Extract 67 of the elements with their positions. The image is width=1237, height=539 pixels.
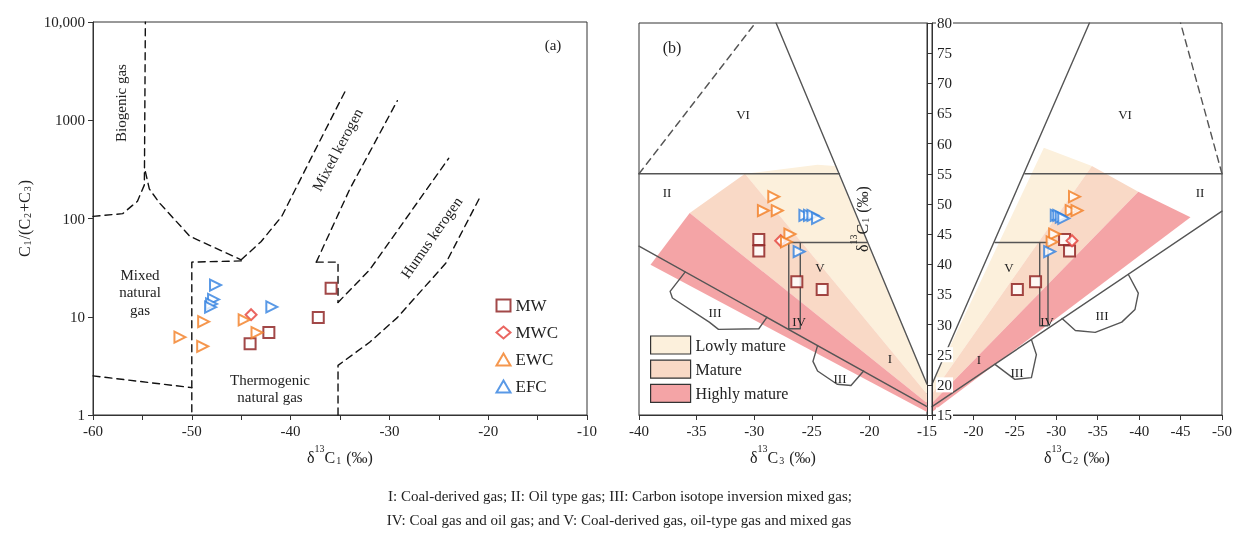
y-tick-label: 25 (937, 346, 952, 363)
x-tick-label: -20 (478, 422, 499, 439)
annotation: V (815, 259, 825, 276)
x-tick-label: -30 (744, 422, 765, 439)
annotation: II (662, 184, 672, 201)
x-tick-label: -60 (83, 422, 103, 439)
y-tick-label: 60 (937, 135, 952, 152)
y-tick-label: 100 (62, 210, 85, 227)
annotation: II (1195, 184, 1205, 201)
legend-label: Mature (695, 360, 742, 378)
y-tick-label: 50 (937, 195, 952, 212)
y-tick-label: 1000 (55, 112, 85, 129)
y-axis-title: δ13C1 (‰) (847, 186, 872, 252)
legend-label: EFC (515, 377, 547, 396)
legend-label: EWC (515, 350, 554, 369)
y-tick-label: 70 (937, 75, 952, 92)
y-tick-label: 75 (937, 45, 952, 62)
annotation: V (1004, 259, 1014, 276)
annotation: III (1095, 307, 1109, 324)
x-tick-label: -25 (1004, 422, 1025, 439)
text: I: Coal-derived gas; II: Oil type gas; III: Carbon isotope inversion mixed gas; (387, 488, 853, 506)
legend-label: MWC (515, 323, 558, 342)
x-tick-label: -50 (1212, 422, 1232, 439)
y-tick-label: 45 (937, 226, 952, 243)
annotation: I (976, 351, 982, 368)
annotation: (a) (544, 37, 562, 55)
y-tick-label: 65 (937, 105, 952, 122)
x-tick-label: -25 (801, 422, 822, 439)
x-tick-label: -20 (859, 422, 880, 439)
legend-label: MW (515, 296, 548, 315)
annotation: (b) (662, 38, 682, 58)
x-tick-label: -40 (1129, 422, 1150, 439)
annotation: Biogenic gas (113, 64, 131, 142)
text: IV: Coal gas and oil gas; and V: Coal-derived gas, oil-type gas and mixed gas (386, 512, 852, 530)
y-tick-label: 80 (937, 15, 952, 31)
annotation: VI (736, 106, 750, 123)
y-tick-label: 40 (937, 256, 952, 273)
annotation: III (1010, 364, 1024, 381)
x-tick-label: -45 (1170, 422, 1191, 439)
x-tick-label: -35 (686, 422, 707, 439)
x-tick-label: -15 (917, 422, 937, 439)
y-tick-label: 35 (937, 286, 952, 303)
x-tick-label: -40 (629, 422, 649, 439)
y-tick-label: 1 (77, 407, 85, 423)
x-tick-label: -50 (181, 422, 202, 439)
annotation: Mixed natural gas (118, 267, 162, 319)
x-tick-label: -35 (1087, 422, 1108, 439)
y-axis-title: C1/(C2+C3) (16, 179, 35, 258)
y-tick-label: 10,000 (43, 14, 85, 30)
y-tick-label: 55 (937, 165, 952, 182)
y-tick-label: 20 (937, 376, 952, 393)
annotation: IV (1040, 313, 1054, 330)
y-tick-label: 30 (937, 316, 952, 333)
annotation: III (833, 370, 847, 387)
x-tick-label: -20 (963, 422, 984, 439)
x-tick-label: -30 (1046, 422, 1067, 439)
legend-label: Lowly mature (695, 336, 786, 355)
y-tick-label: 15 (937, 407, 952, 423)
x-tick-label: -40 (280, 422, 301, 439)
annotation: Thermogenic natural gas (229, 371, 311, 407)
x-tick-label: -30 (379, 422, 400, 439)
series-label: Highly mature (695, 384, 789, 403)
y-tick-label: 10 (70, 308, 85, 325)
annotation: III (708, 304, 722, 321)
x-tick-label: -10 (577, 422, 597, 439)
annotation: VI (1118, 106, 1132, 123)
annotation: I (887, 350, 893, 367)
